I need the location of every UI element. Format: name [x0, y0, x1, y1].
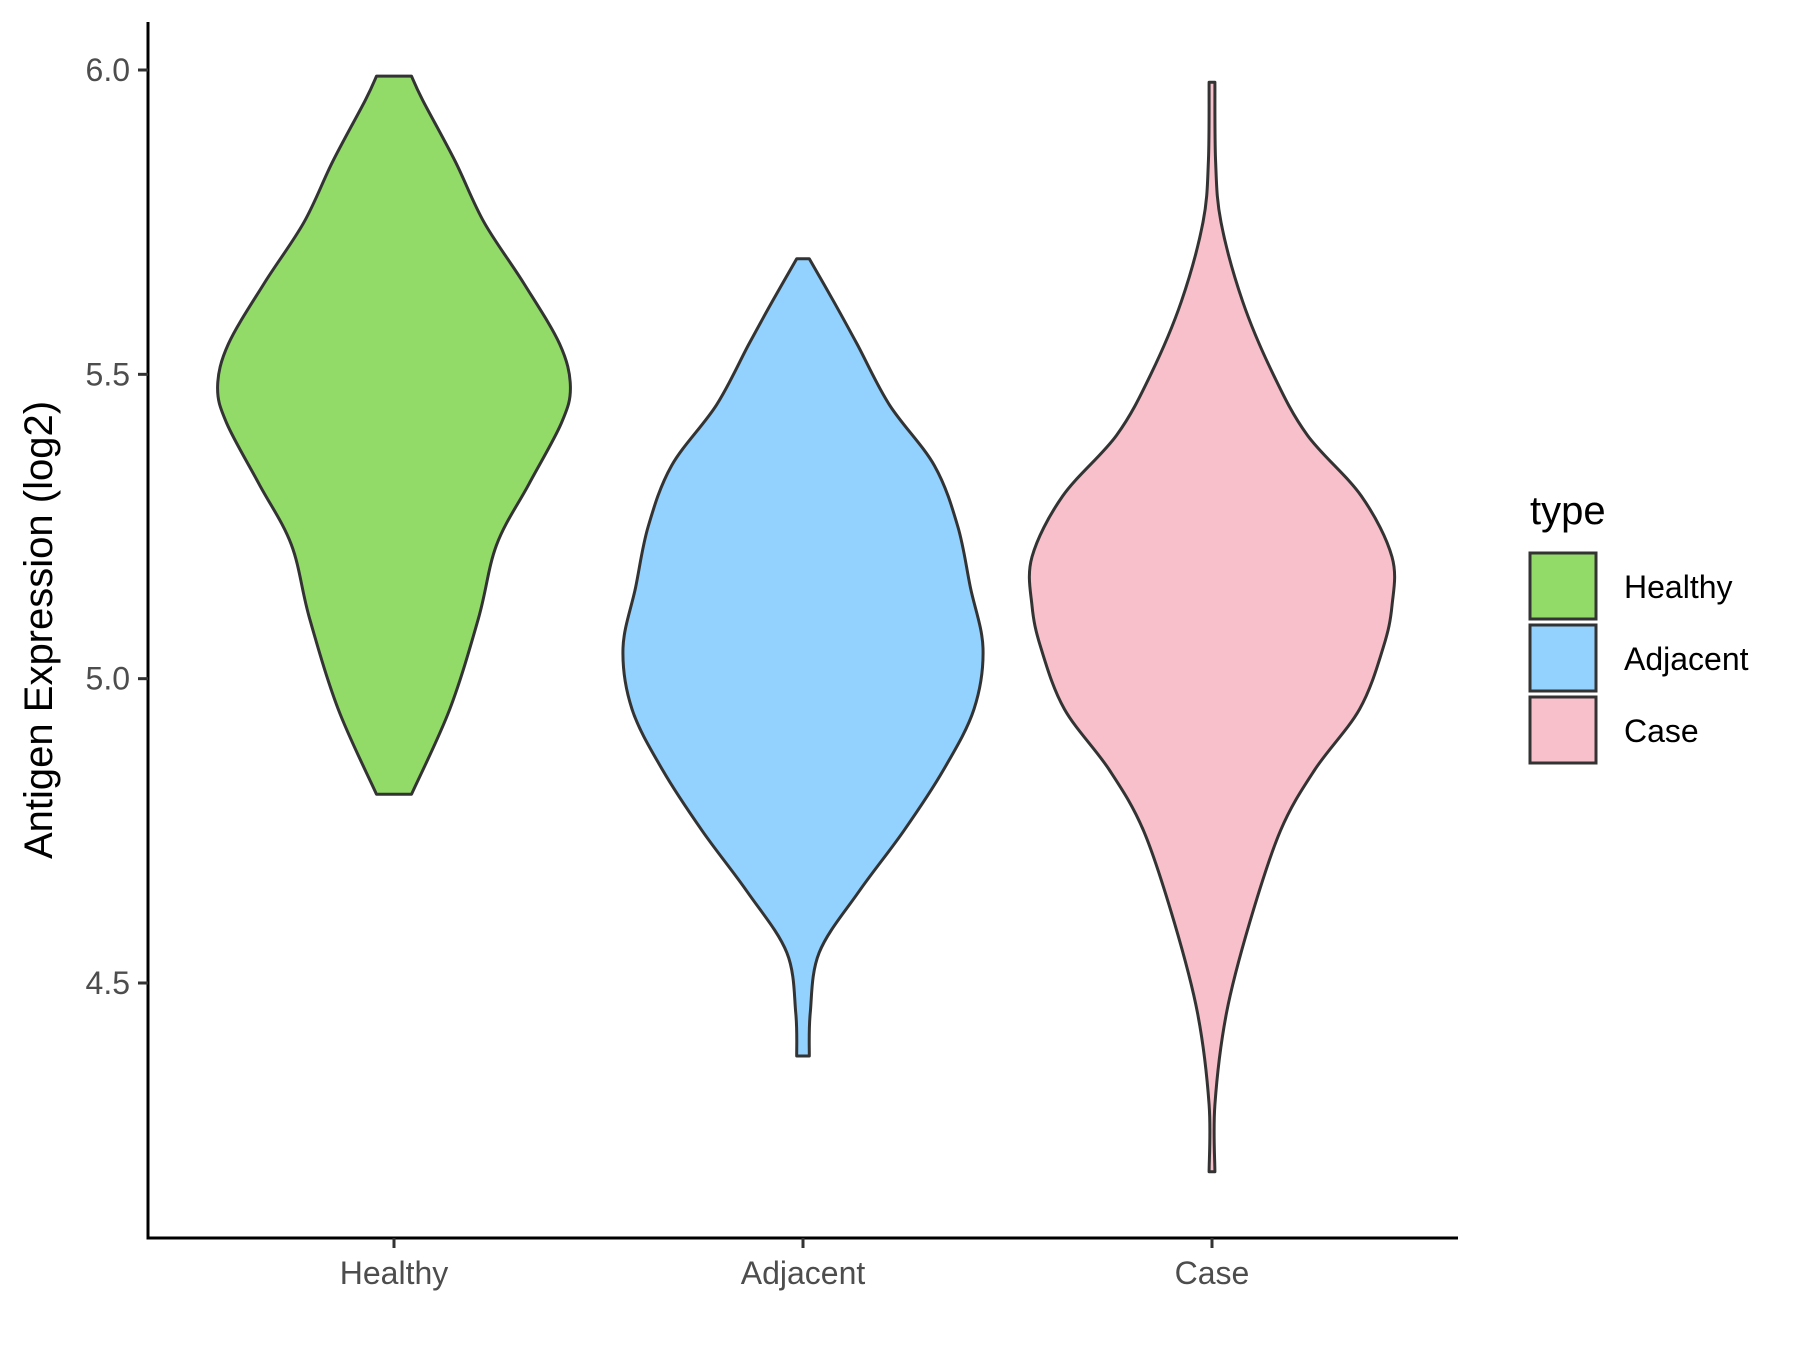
y-ticks: 4.5 5.0 5.5 6.0	[86, 52, 148, 1001]
y-tick-label: 4.5	[86, 965, 130, 1001]
x-ticks: Healthy Adjacent Case	[340, 1238, 1250, 1291]
legend-entries: Healthy Adjacent Case	[1528, 551, 1749, 765]
legend-swatch-case	[1528, 695, 1598, 765]
x-tick-label: Healthy	[340, 1255, 449, 1291]
violin-case	[1027, 80, 1397, 1174]
violins-layer	[216, 74, 1397, 1174]
x-tick-label: Adjacent	[741, 1255, 866, 1291]
y-tick-label: 6.0	[86, 52, 130, 88]
legend-label-case: Case	[1624, 713, 1699, 749]
legend-label-healthy: Healthy	[1624, 569, 1733, 605]
violin-healthy	[216, 74, 572, 796]
legend-swatch-healthy	[1528, 551, 1598, 621]
y-axis-title: Antigen Expression (log2)	[17, 401, 61, 859]
y-tick-label: 5.0	[86, 661, 130, 697]
legend: type Healthy Adjacent Case	[1528, 489, 1749, 765]
legend-title: type	[1530, 489, 1606, 533]
legend-label-adjacent: Adjacent	[1624, 641, 1749, 677]
violin-adjacent	[621, 257, 985, 1058]
y-tick-label: 5.5	[86, 356, 130, 392]
legend-swatch-adjacent	[1528, 623, 1598, 693]
x-tick-label: Case	[1175, 1255, 1250, 1291]
